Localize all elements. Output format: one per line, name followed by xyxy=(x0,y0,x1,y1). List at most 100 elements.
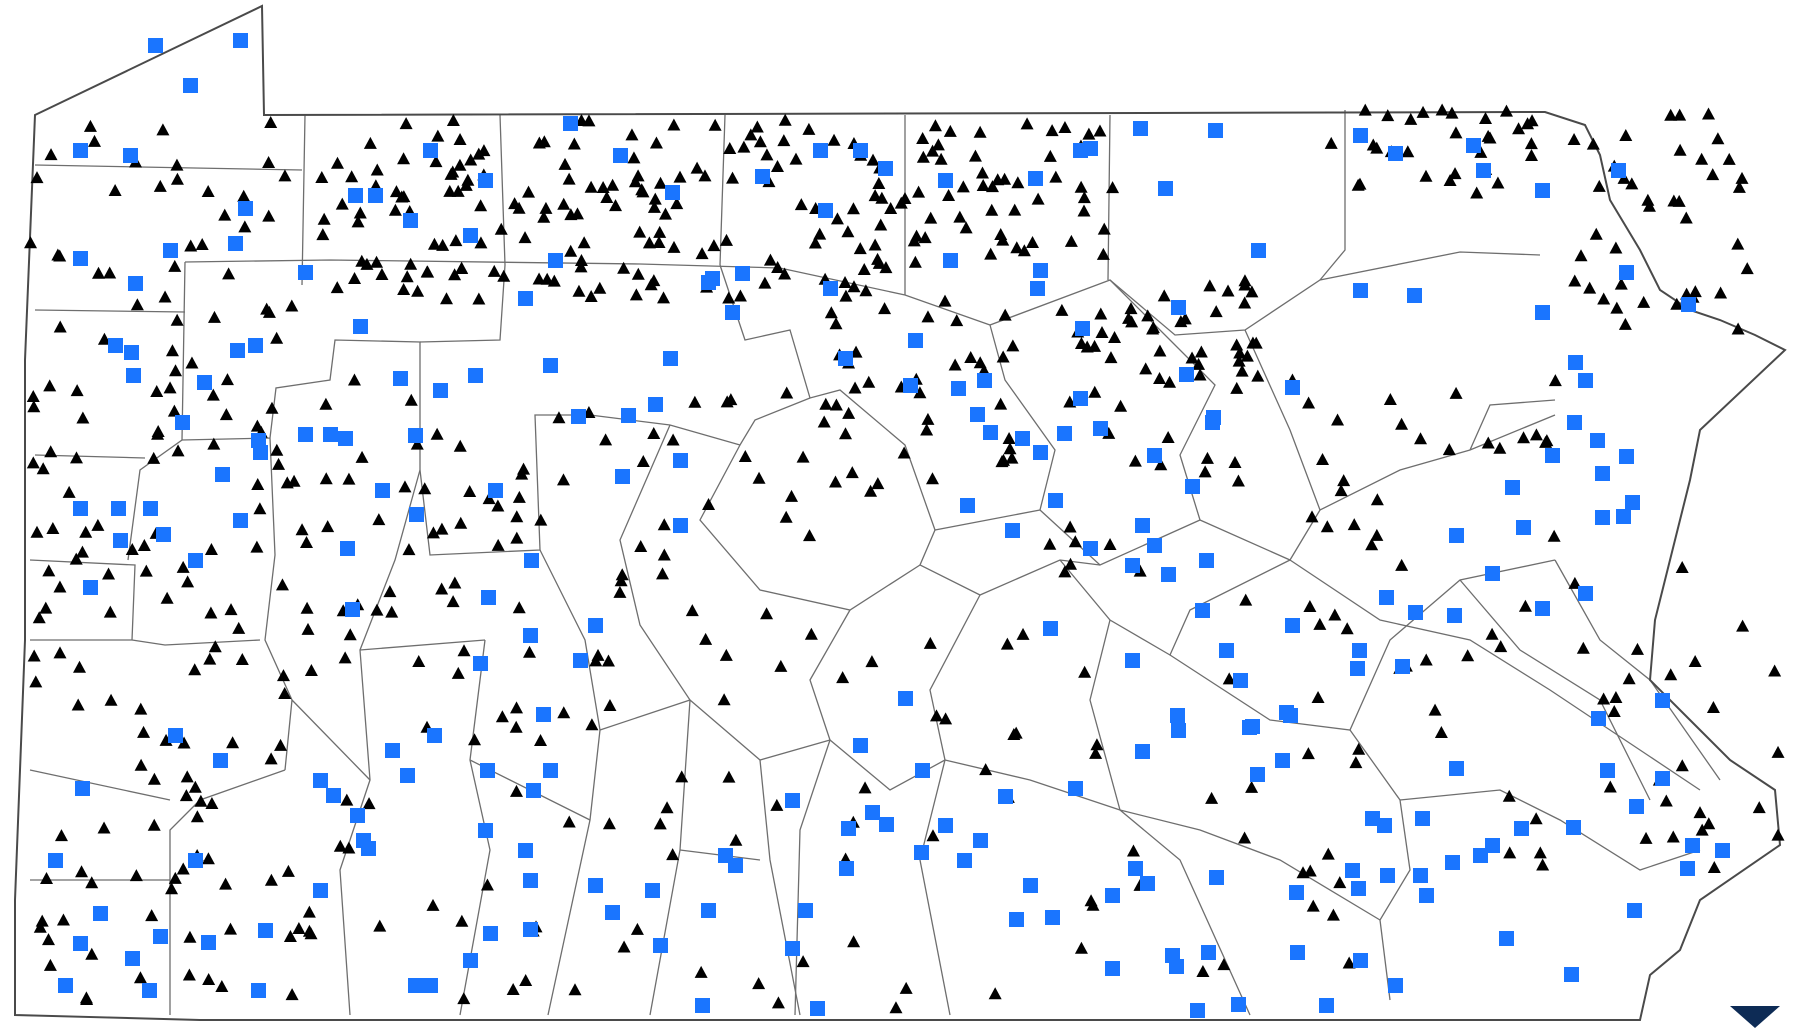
triangle-marker xyxy=(879,261,893,274)
triangle-marker xyxy=(222,267,236,280)
triangle-marker xyxy=(658,207,672,220)
triangle-marker xyxy=(1141,309,1155,322)
triangle-marker xyxy=(830,212,844,225)
square-marker xyxy=(73,251,88,266)
triangle-marker xyxy=(1568,576,1582,589)
triangle-marker xyxy=(670,197,684,210)
triangle-marker xyxy=(362,797,376,810)
triangle-marker xyxy=(330,156,344,169)
square-marker xyxy=(1715,843,1730,858)
triangle-marker xyxy=(1485,627,1499,640)
triangle-marker xyxy=(404,257,418,270)
triangle-marker xyxy=(431,129,445,142)
square-marker xyxy=(951,381,966,396)
triangle-marker xyxy=(1209,305,1223,318)
triangle-marker xyxy=(859,284,873,297)
square-marker xyxy=(1476,163,1491,178)
triangle-marker xyxy=(1702,817,1716,830)
triangle-marker xyxy=(1232,354,1246,367)
triangle-marker xyxy=(942,189,956,202)
square-marker xyxy=(977,373,992,388)
triangle-marker xyxy=(758,276,772,289)
triangle-marker xyxy=(30,525,44,538)
triangle-marker xyxy=(998,308,1012,321)
square-marker xyxy=(1655,693,1670,708)
triangle-marker xyxy=(35,914,49,927)
square-marker xyxy=(1681,297,1696,312)
triangle-marker xyxy=(1007,727,1021,740)
square-marker xyxy=(1415,811,1430,826)
triangle-marker xyxy=(36,462,50,475)
triangle-marker xyxy=(908,255,922,268)
square-marker xyxy=(168,728,183,743)
triangle-marker xyxy=(847,935,861,948)
triangle-marker xyxy=(348,271,362,284)
square-marker xyxy=(125,951,140,966)
triangle-marker xyxy=(1443,174,1457,187)
triangle-marker xyxy=(599,433,613,446)
triangle-marker xyxy=(1603,780,1617,793)
triangle-marker xyxy=(1449,126,1463,139)
triangle-marker xyxy=(596,181,610,194)
triangle-marker xyxy=(130,298,144,311)
triangle-marker xyxy=(1618,317,1632,330)
square-marker xyxy=(938,173,953,188)
triangle-marker xyxy=(156,123,170,136)
triangle-marker xyxy=(69,552,83,565)
triangle-marker xyxy=(1547,529,1561,542)
triangle-marker xyxy=(183,930,197,943)
triangle-marker xyxy=(487,264,501,277)
triangle-marker xyxy=(459,178,473,191)
square-marker xyxy=(427,728,442,743)
triangle-marker xyxy=(453,439,467,452)
square-marker xyxy=(1353,953,1368,968)
triangle-marker xyxy=(1222,672,1236,685)
square-marker xyxy=(548,253,563,268)
square-marker xyxy=(1135,518,1150,533)
square-marker xyxy=(1190,1003,1205,1018)
triangle-marker xyxy=(1334,484,1348,497)
triangle-marker xyxy=(455,914,469,927)
triangle-marker xyxy=(1614,277,1628,290)
square-marker xyxy=(1033,263,1048,278)
square-marker xyxy=(1485,838,1500,853)
triangle-marker xyxy=(1688,654,1702,667)
triangle-marker xyxy=(404,393,418,406)
triangle-marker xyxy=(1233,346,1247,359)
triangle-marker xyxy=(1194,345,1208,358)
triangle-marker xyxy=(287,474,301,487)
triangle-marker xyxy=(603,698,617,711)
triangle-marker xyxy=(151,424,165,437)
triangle-marker xyxy=(1089,746,1103,759)
triangle-marker xyxy=(103,605,117,618)
square-marker xyxy=(163,243,178,258)
triangle-marker xyxy=(1688,285,1702,298)
triangle-marker xyxy=(557,197,571,210)
square-marker xyxy=(400,768,415,783)
triangle-marker xyxy=(943,124,957,137)
triangle-marker xyxy=(695,247,709,260)
triangle-marker xyxy=(272,457,286,470)
triangle-marker xyxy=(1153,344,1167,357)
triangle-marker xyxy=(1622,672,1636,685)
square-marker xyxy=(1595,466,1610,481)
triangle-marker xyxy=(1693,806,1707,819)
square-marker xyxy=(385,743,400,758)
triangle-marker xyxy=(1333,876,1347,889)
triangle-marker xyxy=(24,236,38,249)
triangle-marker xyxy=(973,356,987,369)
square-marker xyxy=(483,926,498,941)
triangle-marker xyxy=(702,497,716,510)
square-marker xyxy=(313,773,328,788)
square-marker xyxy=(1290,945,1305,960)
square-marker xyxy=(1045,910,1060,925)
triangle-marker xyxy=(195,237,209,250)
square-marker xyxy=(1514,821,1529,836)
triangle-marker xyxy=(630,922,644,935)
square-marker xyxy=(1449,528,1464,543)
square-marker xyxy=(673,453,688,468)
triangle-marker xyxy=(1090,738,1104,751)
triangle-marker xyxy=(1097,222,1111,235)
square-marker xyxy=(663,351,678,366)
triangle-marker xyxy=(274,738,288,751)
